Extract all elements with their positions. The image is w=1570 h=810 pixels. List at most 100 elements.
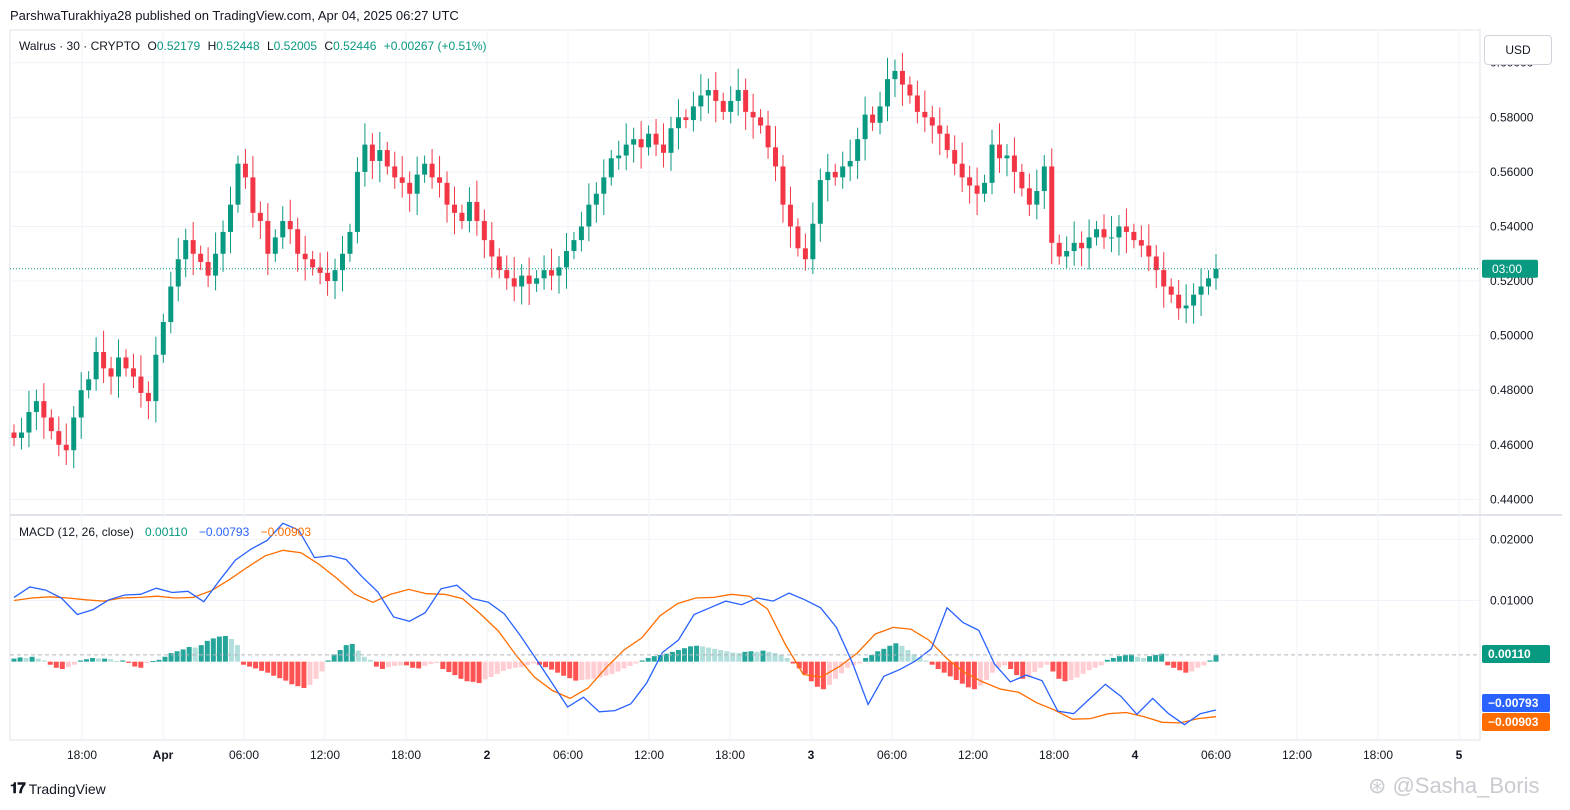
- candle-body: [541, 270, 547, 279]
- macd-histogram-bar: [1147, 656, 1153, 662]
- candle-body: [937, 125, 943, 134]
- macd-histogram-bar: [373, 661, 379, 667]
- macd-histogram-bar: [482, 661, 488, 680]
- candle-body: [481, 221, 487, 241]
- candle-body: [183, 240, 189, 260]
- candle-body: [399, 177, 405, 183]
- macd-histogram-bar: [524, 661, 530, 666]
- macd-histogram-bar: [1086, 661, 1092, 671]
- macd-histogram-bar: [694, 645, 700, 662]
- symbol-name[interactable]: Walrus · 30 · CRYPTO: [19, 39, 141, 53]
- macd-histogram-bar: [428, 661, 434, 665]
- current-price-tag: [1482, 259, 1538, 278]
- watermark: ⊛ @Sasha_Boris: [1368, 773, 1540, 799]
- macd-histogram-bar: [138, 661, 144, 668]
- macd-histogram-bar: [561, 661, 567, 676]
- macd-histogram-bar: [772, 653, 778, 662]
- candle-body: [1041, 166, 1047, 191]
- low-value: 0.52005: [273, 39, 318, 53]
- macd-histogram-bar: [857, 661, 863, 664]
- time-tick-label: 4: [1132, 748, 1139, 762]
- time-tick-label: Apr: [153, 748, 174, 762]
- candle-body: [362, 144, 368, 172]
- candle-body: [907, 84, 913, 96]
- tradingview-logo[interactable]: 𝟏𝟕 TradingView: [10, 780, 106, 797]
- macd-histogram-bar: [410, 661, 416, 668]
- candle-body: [451, 204, 457, 213]
- candle-body: [1064, 251, 1070, 257]
- macd-histogram-bar: [796, 661, 802, 669]
- candle-body: [33, 401, 39, 413]
- macd-histogram-bar: [1134, 656, 1140, 662]
- time-tick-label: 12:00: [958, 748, 988, 762]
- candle-body: [549, 270, 555, 276]
- candle-body: [967, 177, 973, 186]
- macd-histogram-bar: [234, 645, 240, 662]
- macd-histogram-bar: [379, 661, 385, 670]
- candle-body: [429, 163, 435, 178]
- candle-body: [899, 70, 905, 85]
- macd-histogram-bar: [301, 661, 307, 688]
- macd-histogram-bar: [132, 661, 138, 667]
- macd-histogram-bar: [899, 645, 905, 662]
- candle-body: [758, 117, 764, 126]
- macd-histogram-bar: [1056, 661, 1062, 679]
- price-tick-label: 0.56000: [1490, 165, 1534, 179]
- macd-histogram-bar: [645, 657, 651, 662]
- macd-histogram-bar: [1014, 661, 1020, 676]
- candle-body: [556, 267, 562, 276]
- candle-body: [511, 278, 517, 287]
- candle-body: [1146, 245, 1152, 257]
- macd-line-axis-label: −0.00793: [1488, 696, 1539, 710]
- candle-body: [929, 117, 935, 126]
- candle-body: [989, 144, 995, 183]
- candle-body: [825, 171, 831, 181]
- time-tick-label: 06:00: [1201, 748, 1231, 762]
- candle-body: [959, 163, 965, 178]
- macd-histogram-bar: [458, 661, 464, 679]
- macd-histogram-bar: [585, 661, 591, 680]
- macd-histogram-bar: [990, 661, 996, 673]
- macd-histogram-bar: [440, 661, 446, 670]
- macd-histogram-bar: [289, 661, 295, 685]
- macd-histogram-bar: [609, 661, 615, 674]
- candle-body: [242, 163, 248, 178]
- candle-body: [638, 139, 644, 148]
- candle-body: [795, 226, 801, 249]
- candle-body: [71, 417, 77, 451]
- candle-body: [93, 352, 99, 380]
- candle-body: [608, 158, 614, 178]
- currency-button[interactable]: USD: [1484, 35, 1552, 65]
- candle-body: [18, 432, 24, 438]
- macd-histogram-bar: [863, 657, 869, 662]
- macd-histogram-bar: [887, 645, 893, 662]
- candle-body: [698, 95, 704, 107]
- candle-body: [422, 163, 428, 175]
- candle-body: [623, 144, 629, 156]
- macd-histogram-bar: [1062, 661, 1068, 682]
- candle-body: [563, 251, 569, 268]
- candle-body: [63, 444, 69, 451]
- macd-histogram-bar: [869, 654, 875, 662]
- plot-frame: [9, 29, 1481, 741]
- time-tick-label: 06:00: [553, 748, 583, 762]
- macd-histogram-bar: [766, 651, 772, 662]
- macd-histogram-bar: [41, 660, 47, 662]
- macd-histogram-bar: [1195, 661, 1201, 668]
- macd-histogram-bar: [627, 661, 633, 666]
- macd-signal-value: −0.00903: [260, 525, 312, 539]
- macd-line-axis-tag: [1482, 694, 1550, 712]
- candle-body: [616, 155, 622, 159]
- macd-histogram-bar: [518, 661, 524, 668]
- macd-histogram-bar: [555, 661, 561, 673]
- candle-body: [414, 174, 420, 194]
- candle-body: [847, 160, 853, 167]
- macd-histogram-bar: [633, 661, 639, 664]
- macd-title[interactable]: MACD (12, 26, close): [19, 525, 134, 539]
- candle-body: [272, 237, 278, 254]
- macd-histogram-bar: [349, 643, 355, 662]
- macd-histogram-bar: [325, 660, 331, 662]
- candle-body: [1056, 242, 1062, 257]
- candle-body: [1108, 237, 1114, 239]
